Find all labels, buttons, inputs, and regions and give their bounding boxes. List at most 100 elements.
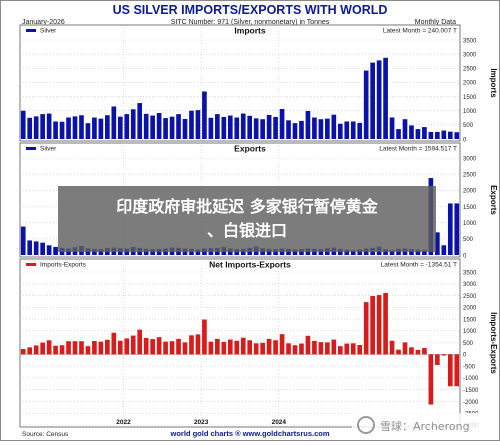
data-bar <box>53 345 58 355</box>
data-bar <box>415 129 421 139</box>
panel-title: Net Imports-Exports <box>209 260 291 270</box>
data-bar <box>215 114 220 139</box>
data-bar <box>350 250 356 255</box>
data-bar <box>27 117 33 139</box>
data-bar <box>130 335 136 355</box>
data-bar <box>331 114 337 139</box>
data-bar <box>312 117 317 139</box>
data-bar <box>247 340 253 355</box>
y-tick-label: 500 <box>463 341 474 347</box>
legend-label: Silver <box>40 146 57 153</box>
data-bar <box>59 345 65 355</box>
y-tick-label: 1000 <box>463 221 477 227</box>
y-tick-label: -500 <box>463 364 476 370</box>
source-label: Source: Census <box>22 431 69 438</box>
data-bar <box>169 341 175 355</box>
y-tick-label: 1500 <box>463 205 477 211</box>
y-tick-label: 0 <box>463 253 467 259</box>
data-bar <box>117 116 123 139</box>
data-bar <box>376 295 382 355</box>
data-bar <box>130 109 136 139</box>
data-bar <box>415 349 421 355</box>
banner-line-2: 、白银进口 <box>206 221 287 240</box>
data-bar <box>350 121 356 139</box>
data-bar <box>124 338 130 355</box>
data-bar <box>325 342 330 355</box>
data-bar <box>240 113 246 139</box>
data-bar <box>441 245 447 255</box>
y-tick-label: 2000 <box>463 189 477 195</box>
y-tick-label: 2500 <box>463 172 477 178</box>
data-bar <box>163 341 168 355</box>
y-tick-label: 2000 <box>463 81 477 87</box>
data-bar <box>409 125 414 139</box>
data-bar <box>208 117 214 139</box>
y-tick-label: 3500 <box>463 38 477 44</box>
y-tick-label: -1000 <box>463 376 479 382</box>
data-bar <box>253 118 259 139</box>
y-tick-label: 500 <box>463 237 474 243</box>
y-tick-label: 2500 <box>463 294 477 300</box>
data-bar <box>40 114 45 139</box>
data-bar <box>66 341 71 355</box>
banner-line-1: 印度政府审批延迟 多家银行暂停黄金 <box>116 197 378 216</box>
data-bar <box>357 122 363 139</box>
data-bar <box>46 113 52 139</box>
data-bar <box>402 342 408 355</box>
data-bar <box>163 118 168 139</box>
news-headline-banner: 印度政府审批延迟 多家银行暂停黄金 、白银进口 <box>58 186 436 252</box>
data-bar <box>454 203 460 255</box>
data-bar <box>20 226 26 255</box>
data-bar <box>428 354 434 405</box>
data-bar <box>447 203 453 255</box>
data-bar <box>383 292 388 355</box>
data-bar <box>383 57 388 139</box>
data-bar <box>422 348 427 355</box>
chart-title: US SILVER IMPORTS/EXPORTS WITH WORLD <box>113 3 388 17</box>
data-bar <box>234 249 240 255</box>
y-tick-label: 1000 <box>463 109 477 115</box>
data-bar <box>357 249 363 255</box>
data-bar <box>150 115 155 139</box>
data-bar <box>363 70 369 139</box>
data-bar <box>376 60 382 139</box>
data-bar <box>72 116 78 139</box>
y-tick-label: 3000 <box>463 156 477 162</box>
data-bar <box>409 347 414 355</box>
latest-month-label: Latest Month = -1354.51 T <box>381 262 457 269</box>
data-bar <box>208 341 214 355</box>
data-bar <box>33 116 39 139</box>
data-bar <box>337 346 343 355</box>
data-bar <box>312 340 317 355</box>
data-bar <box>273 116 278 139</box>
data-bar <box>253 343 259 355</box>
data-bar <box>318 249 324 255</box>
y-tick-label: 1500 <box>463 95 477 101</box>
y-tick-label: 2500 <box>463 67 477 73</box>
data-bar <box>227 339 233 355</box>
y-axis-label: Imports <box>489 68 498 98</box>
header-frequency: Monthly Data <box>415 19 456 26</box>
data-bar <box>344 343 350 355</box>
data-bar <box>85 123 91 139</box>
data-bar <box>176 338 181 355</box>
data-bar <box>98 341 104 355</box>
y-axis-label: Exports <box>489 185 498 215</box>
data-bar <box>20 348 26 355</box>
panel-title: Exports <box>234 144 266 154</box>
data-bar <box>260 342 265 355</box>
data-bar <box>156 112 162 139</box>
y-tick-label: -1500 <box>463 388 479 394</box>
data-bar <box>143 113 149 139</box>
data-bar <box>46 245 52 255</box>
data-bar <box>422 250 427 255</box>
data-bar <box>260 119 265 139</box>
legend-swatch <box>26 263 36 266</box>
data-bar <box>156 337 162 355</box>
data-bar <box>221 341 227 355</box>
data-bar <box>111 332 117 355</box>
data-bar <box>318 119 324 139</box>
data-bar <box>33 241 39 255</box>
y-axis-label: Imports-Exports <box>489 312 498 374</box>
legend-label: Silver <box>40 28 57 35</box>
